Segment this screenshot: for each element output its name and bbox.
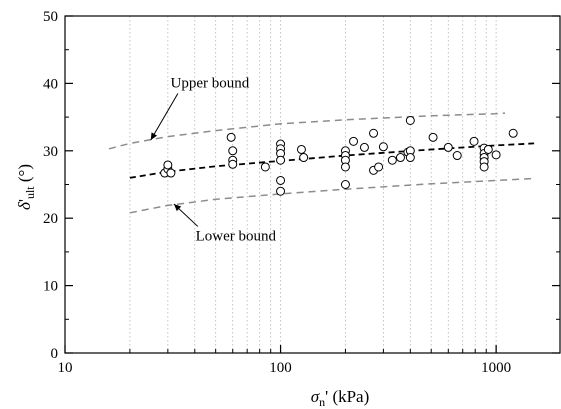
- series-line: [108, 112, 506, 150]
- data-point: [483, 144, 493, 154]
- annotation-label: Upper bound: [170, 75, 249, 91]
- y-axis-label-main: δ: [15, 201, 34, 210]
- x-axis-label-sub: n: [319, 395, 325, 409]
- data-point: [299, 153, 309, 163]
- y-tick-label: 20: [43, 211, 58, 227]
- data-point: [228, 159, 238, 169]
- y-tick-label: 0: [51, 346, 59, 362]
- data-point: [479, 162, 489, 172]
- data-point: [428, 132, 438, 142]
- data-point: [296, 144, 306, 154]
- data-point: [276, 186, 286, 196]
- grid-lines: [129, 16, 497, 353]
- data-point: [469, 136, 479, 146]
- data-point: [359, 142, 369, 152]
- annotation-arrowhead: [173, 204, 182, 212]
- x-tick-label: 100: [269, 360, 292, 376]
- data-point: [378, 142, 388, 152]
- y-axis-label: δ'ult (°): [15, 164, 37, 210]
- data-point: [443, 142, 453, 152]
- data-point: [491, 150, 501, 160]
- y-axis-label-prime: ': [15, 199, 34, 202]
- data-point: [374, 162, 384, 172]
- x-tick-label: 1000: [481, 360, 511, 376]
- data-point: [405, 153, 415, 163]
- annotation-arrow: [150, 93, 179, 141]
- y-tick-label: 40: [43, 76, 58, 92]
- data-point: [340, 162, 350, 172]
- data-point: [166, 168, 176, 178]
- data-point: [452, 151, 462, 161]
- data-point: [369, 128, 379, 138]
- data-point: [387, 155, 397, 165]
- x-tick-label: 10: [58, 360, 73, 376]
- data-point: [260, 162, 270, 172]
- data-point: [349, 136, 359, 146]
- annotations: Upper bound Lower bound: [150, 75, 277, 244]
- y-tick-label: 50: [43, 9, 58, 25]
- data-point: [276, 155, 286, 165]
- annotation-label: Lower bound: [196, 228, 277, 244]
- data-points: [160, 115, 518, 196]
- series-line: [129, 142, 535, 179]
- data-point: [340, 180, 350, 189]
- data-point: [226, 132, 236, 142]
- data-point: [405, 115, 415, 125]
- data-point: [276, 175, 286, 185]
- annotation-arrowhead: [150, 132, 158, 141]
- bound-curves: [108, 112, 535, 214]
- x-axis-label-main: σ: [311, 387, 320, 406]
- data-point: [163, 160, 173, 170]
- data-point: [508, 128, 518, 138]
- series-line: [129, 177, 535, 214]
- y-axis-label-sub: ult: [23, 186, 37, 199]
- y-axis-label-rest: (°): [15, 164, 34, 186]
- x-axis-label-rest: ' (kPa): [325, 387, 369, 406]
- x-axis-label: σn' (kPa): [311, 387, 370, 409]
- plot-frame: [64, 15, 561, 354]
- data-point: [395, 153, 405, 163]
- y-tick-label: 30: [43, 144, 58, 160]
- y-tick-label: 10: [43, 279, 58, 295]
- data-point: [228, 146, 238, 156]
